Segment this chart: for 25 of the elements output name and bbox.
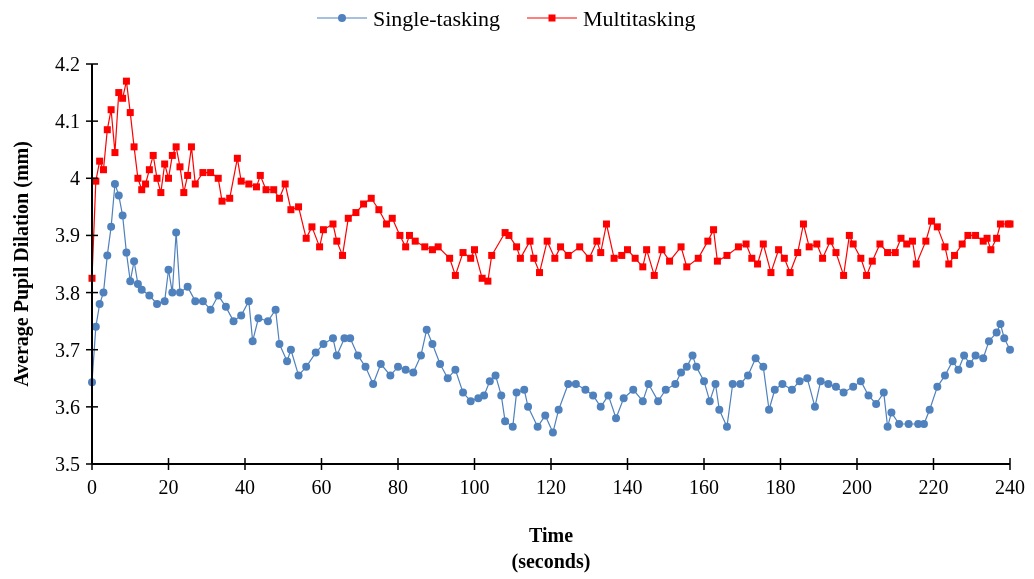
y-tick-label: 4 [70, 167, 80, 190]
x-tick-label: 100 [459, 476, 490, 498]
y-tick-label: 3.7 [55, 338, 80, 361]
x-tick-label: 180 [765, 476, 796, 498]
x-tick-label: 60 [311, 476, 332, 498]
legend-label: Single-tasking [373, 5, 501, 31]
x-tick-label: 140 [612, 476, 643, 498]
legend-label: Multitasking [583, 5, 696, 31]
x-tick-label: 80 [388, 476, 408, 498]
x-tick-label: 160 [689, 476, 719, 498]
y-tick-label: 3.9 [55, 224, 80, 247]
x-tick-label: 220 [918, 476, 949, 498]
x-tick-label: 120 [536, 476, 566, 498]
y-tick-label: 4.2 [55, 53, 80, 75]
x-axis-title: Time (seconds) [511, 524, 591, 573]
x-tick-label: 240 [995, 476, 1025, 498]
x-tick-label: 20 [158, 476, 179, 498]
y-tick-label: 4.1 [55, 110, 80, 133]
y-tick-label: 3.5 [55, 453, 80, 475]
x-tick-label: 0 [87, 476, 97, 498]
y-axis-title: Average Pupil Dilation (mm) [10, 141, 33, 387]
x-tick-label: 200 [842, 476, 872, 498]
y-tick-label: 3.8 [55, 281, 80, 304]
x-tick-label: 40 [235, 476, 255, 498]
y-tick-label: 3.6 [55, 395, 80, 418]
